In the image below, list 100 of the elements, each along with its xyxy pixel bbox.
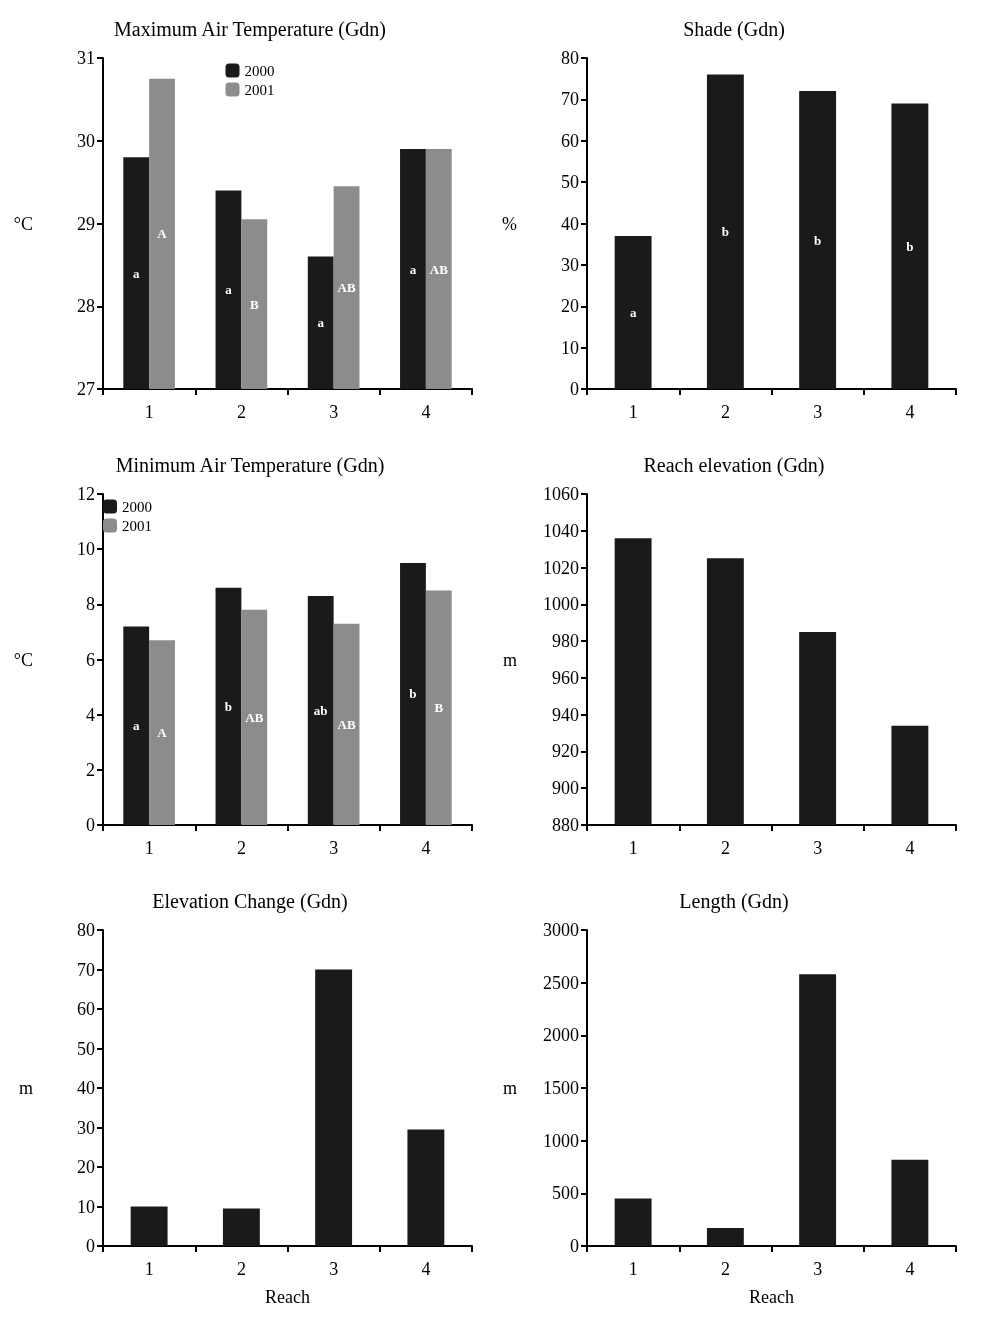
y-tick-label: 1020 (543, 557, 579, 578)
y-tick-label: 29 (77, 213, 95, 234)
y-axis-title: m (502, 1078, 517, 1098)
y-tick-label: 1000 (543, 594, 579, 615)
x-tick-label: 2 (236, 402, 246, 422)
y-tick-label: 1000 (543, 1130, 579, 1151)
x-tick-label: 1 (628, 1259, 638, 1279)
bar (891, 1159, 929, 1246)
y-tick-label: 1500 (543, 1078, 579, 1098)
x-tick-label: 3 (813, 1259, 823, 1279)
data-label: b (409, 686, 417, 702)
y-tick-label: 60 (77, 999, 95, 1019)
y-tick-label: 12 (77, 484, 95, 504)
y-tick-label: 980 (552, 631, 579, 652)
y-tick-label: 8 (86, 594, 95, 615)
bar (215, 587, 242, 825)
x-tick-label: 4 (905, 1259, 915, 1279)
y-tick-label: 70 (561, 89, 579, 110)
x-tick-label: 4 (421, 1259, 431, 1279)
x-tick-label: 4 (905, 838, 915, 858)
x-tick-label: 3 (329, 1259, 339, 1279)
chart-title: Maximum Air Temperature (Gdn) (113, 18, 387, 41)
chart-title: Minimum Air Temperature (Gdn) (115, 454, 385, 477)
data-label: b (906, 238, 914, 254)
bar (425, 590, 452, 825)
y-tick-label: 0 (86, 815, 95, 835)
y-tick-label: 940 (552, 704, 579, 725)
y-tick-label: 30 (77, 1117, 95, 1138)
data-label: a (317, 315, 325, 331)
bar (891, 103, 929, 389)
y-tick-label: 3000 (543, 920, 579, 940)
y-tick-label: 30 (561, 254, 579, 275)
data-label: B (249, 296, 259, 312)
bar (614, 1198, 652, 1246)
data-label: a (132, 718, 140, 734)
data-label: AB (337, 716, 356, 732)
bar (315, 969, 353, 1246)
data-label: A (157, 226, 168, 242)
data-label: a (629, 304, 637, 320)
y-tick-label: 2 (86, 759, 95, 780)
chart-title: Reach elevation (Gdn) (643, 454, 825, 477)
bar (222, 1208, 260, 1246)
data-label: a (225, 282, 233, 298)
x-tick-label: 3 (813, 838, 823, 858)
chart-title: Elevation Change (Gdn) (152, 890, 348, 913)
bar (333, 623, 360, 825)
bar (407, 1129, 445, 1246)
x-tick-label: 3 (329, 402, 339, 422)
y-axis-title: m (18, 1078, 33, 1098)
y-tick-label: 20 (561, 296, 579, 317)
y-tick-label: 2500 (543, 972, 579, 993)
y-tick-label: 900 (552, 778, 579, 799)
x-tick-label: 2 (720, 402, 730, 422)
y-tick-label: 920 (552, 741, 579, 762)
x-tick-label: 1 (144, 402, 154, 422)
data-label: b (224, 698, 233, 714)
x-tick-label: 3 (329, 838, 339, 858)
y-tick-label: 40 (561, 213, 579, 234)
bar (149, 640, 175, 825)
data-label: b (721, 224, 729, 240)
chart-title: Length (Gdn) (679, 890, 789, 913)
y-tick-label: 0 (570, 379, 579, 399)
y-tick-label: 1040 (543, 520, 579, 541)
x-axis-title: Reach (265, 1287, 310, 1307)
x-axis-title: Reach (749, 1287, 794, 1307)
y-axis-title: °C (13, 213, 33, 234)
y-tick-label: 27 (77, 379, 95, 399)
x-tick-label: 1 (628, 838, 638, 858)
y-tick-label: 50 (561, 172, 579, 193)
x-tick-label: 1 (144, 838, 154, 858)
y-tick-label: 10 (77, 539, 95, 560)
data-label: b (814, 232, 822, 248)
bar (614, 235, 652, 389)
y-tick-label: 40 (77, 1078, 95, 1098)
x-tick-label: 2 (236, 838, 246, 858)
bar (706, 1228, 744, 1246)
y-tick-label: 1060 (543, 484, 579, 504)
data-label: a (409, 261, 417, 277)
y-axis-title: % (502, 213, 517, 234)
y-tick-label: 500 (552, 1183, 579, 1204)
y-tick-label: 6 (86, 649, 95, 670)
y-tick-label: 0 (570, 1236, 579, 1256)
x-tick-label: 4 (421, 838, 431, 858)
data-label: A (157, 725, 168, 741)
y-axis-title: °C (13, 649, 33, 670)
x-tick-label: 3 (813, 402, 823, 422)
data-label: B (434, 700, 444, 716)
bar (706, 74, 744, 389)
y-axis-title: m (502, 649, 517, 670)
y-tick-label: 70 (77, 959, 95, 980)
y-tick-label: 2000 (543, 1025, 579, 1046)
chart-title: Shade (Gdn) (683, 18, 785, 41)
y-tick-label: 31 (77, 48, 95, 68)
data-label: ab (313, 703, 328, 719)
bar (130, 1206, 168, 1246)
y-tick-label: 960 (552, 667, 579, 688)
bar (123, 626, 150, 825)
legend-label: 2000 (244, 62, 275, 79)
data-label: AB (337, 280, 356, 296)
y-tick-label: 4 (86, 704, 95, 725)
